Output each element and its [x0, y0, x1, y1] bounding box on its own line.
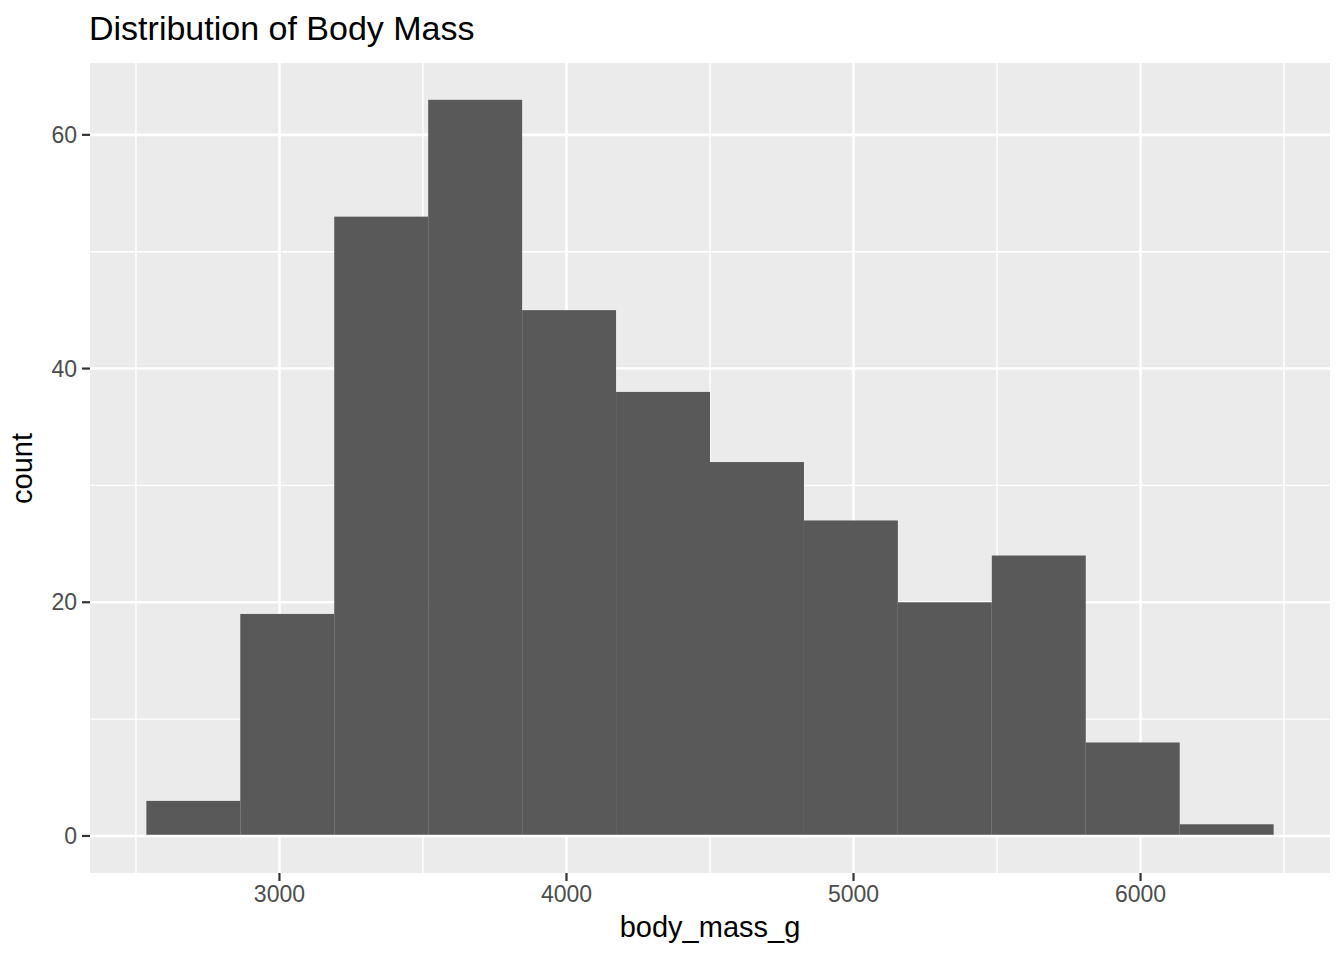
y-tick-label: 40	[51, 356, 77, 382]
x-tick-label: 6000	[1115, 881, 1166, 907]
x-tick-label: 3000	[254, 881, 305, 907]
histogram-bar	[616, 392, 710, 835]
histogram-bar	[804, 520, 898, 834]
x-tick-label: 4000	[541, 881, 592, 907]
x-tick-label: 5000	[828, 881, 879, 907]
histogram-bar	[334, 217, 428, 835]
histogram-bar	[710, 462, 804, 835]
y-tick-label: 0	[64, 823, 77, 849]
y-axis-title-wrap: count	[0, 63, 44, 873]
x-axis-title: body_mass_g	[90, 913, 1330, 942]
histogram-bar	[992, 556, 1086, 835]
histogram-bar	[898, 602, 992, 834]
y-tick-label: 20	[51, 589, 77, 615]
histogram-bar	[428, 100, 522, 835]
histogram-bar	[146, 801, 240, 835]
histogram-chart: 3000 4000 5000 6000 0 20 40 60	[0, 0, 1344, 960]
histogram-bar	[522, 310, 616, 835]
histogram-bar	[1180, 824, 1274, 834]
y-axis-title: count	[8, 433, 37, 504]
plot-container: Distribution of Body Mass 30004000500060…	[0, 0, 1344, 960]
y-tick-label: 60	[51, 122, 77, 148]
histogram-bar	[240, 614, 334, 835]
histogram-bar	[1086, 742, 1180, 834]
